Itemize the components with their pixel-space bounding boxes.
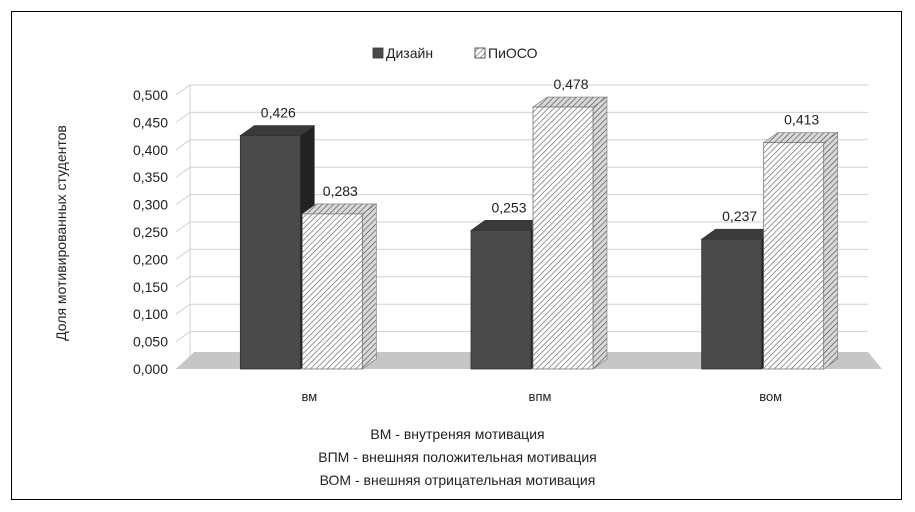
legend-label: Дизайн — [386, 45, 433, 61]
note-vom: ВОМ - внешняя отрицательная мотивация — [319, 472, 596, 488]
y-tick-label: 0,500 — [133, 87, 168, 103]
y-tick-label: 0,450 — [133, 114, 168, 130]
data-label: 0,478 — [553, 76, 588, 92]
bar-front — [763, 142, 825, 370]
y-tick-label: 0,100 — [133, 306, 168, 322]
y-tick-label: 0,350 — [133, 169, 168, 185]
x-category-label: вм — [301, 389, 317, 404]
legend-label: ПиОСО — [488, 45, 538, 61]
bar-front — [301, 213, 363, 370]
bar-ПиОСО-ВМ — [301, 203, 378, 370]
bar-front — [701, 238, 763, 370]
y-axis-title: Доля мотивированных студентов — [53, 125, 69, 341]
note-vm: ВМ - внутреняя мотивация — [370, 426, 545, 442]
x-category-label: впм — [529, 389, 552, 404]
note-vpm: ВПМ - внешняя положительная мотивация — [318, 449, 597, 465]
y-tick-label: 0,300 — [133, 197, 168, 213]
y-tick-label: 0,150 — [133, 279, 168, 295]
y-tick-label: 0,400 — [133, 142, 168, 158]
bar-side — [823, 132, 838, 370]
y-tick-label: 0,000 — [133, 361, 168, 377]
bar-front — [239, 135, 301, 370]
bar-side — [362, 203, 377, 370]
data-label: 0,253 — [491, 199, 526, 215]
y-tick-label: 0,050 — [133, 334, 168, 350]
data-label: 0,283 — [323, 183, 358, 199]
data-label: 0,413 — [784, 112, 819, 128]
bar-ПиОСО-ВПМ — [532, 96, 608, 370]
bar-front — [470, 229, 532, 370]
bar-front — [532, 106, 594, 370]
gridline — [175, 84, 868, 96]
legend-swatch — [474, 47, 486, 59]
bar-ПиОСО-ВОМ — [762, 132, 839, 370]
data-label: 0,237 — [722, 208, 757, 224]
y-tick-label: 0,200 — [133, 251, 168, 267]
x-category-label: вом — [759, 389, 782, 404]
data-label: 0,426 — [261, 105, 296, 121]
y-tick-label: 0,250 — [133, 224, 168, 240]
legend-swatch — [372, 47, 384, 59]
bar-side — [592, 96, 608, 370]
